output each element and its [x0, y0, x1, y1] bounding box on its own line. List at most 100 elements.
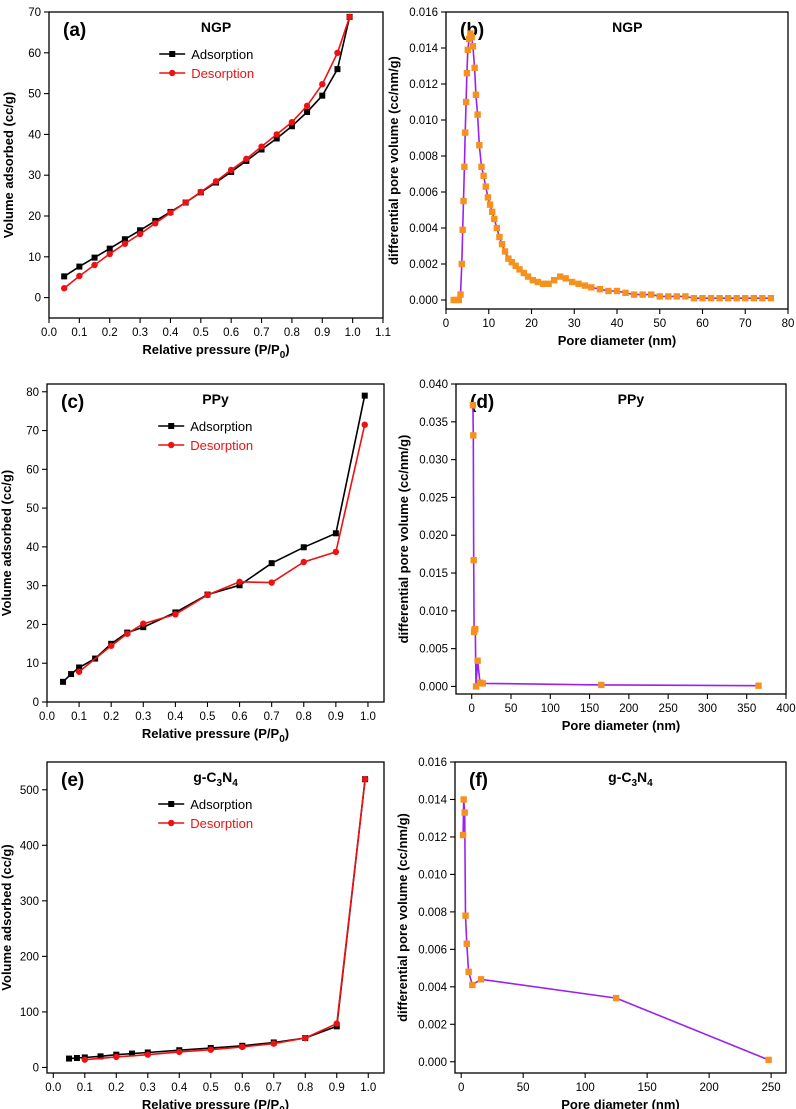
x-tick-label: 400	[776, 703, 795, 715]
x-tick-label: 0.4	[162, 327, 179, 339]
y-tick-label: 300	[20, 896, 39, 908]
psd-data-point	[716, 295, 723, 302]
y-tick-label: 0.000	[418, 1057, 447, 1069]
psd-series-line	[472, 405, 759, 687]
desorption-data-point	[124, 630, 131, 637]
psd-data-point	[469, 981, 476, 989]
x-tick-label: 1.0	[360, 1082, 376, 1094]
desorption-data-point	[140, 620, 147, 627]
x-tick-label: 0.1	[77, 1082, 93, 1094]
x-axis-title-main: Relative pressure (P/P	[142, 1097, 280, 1109]
y-tick-label: 200	[20, 951, 39, 963]
x-tick-label: 0.0	[45, 1082, 61, 1094]
x-tick-label: 0.4	[167, 711, 184, 723]
y-tick-label: 0.012	[418, 832, 447, 844]
psd-data-point	[673, 293, 681, 300]
plot-frame	[454, 761, 787, 1074]
x-tick-label: 0.0	[41, 327, 57, 339]
desorption-data-point	[207, 1046, 214, 1053]
plot-frame	[46, 383, 385, 703]
desorption-data-point	[288, 118, 296, 126]
psd-data-point	[581, 282, 589, 289]
y-tick-label: 0.016	[409, 7, 438, 19]
psd-data-point	[733, 295, 740, 302]
psd-data-point	[479, 680, 486, 687]
legend-marker	[168, 801, 175, 807]
y-tick-label: 0.004	[418, 982, 447, 994]
x-tick-label: 0.2	[103, 711, 119, 723]
psd-data-point	[460, 197, 467, 205]
adsorption-data-point	[61, 273, 68, 280]
y-tick-label: 60	[26, 464, 39, 476]
x-tick-label: 1.0	[345, 327, 361, 339]
psd-data-point	[520, 269, 528, 277]
y-tick-label: 400	[20, 840, 39, 852]
legend-marker	[168, 441, 175, 449]
desorption-data-point	[236, 578, 243, 585]
psd-data-point	[534, 278, 542, 286]
psd-data-point	[501, 248, 509, 255]
legend: Adsorption Desorption	[159, 47, 254, 81]
desorption-data-point	[273, 131, 280, 138]
y-tick-label: 70	[28, 7, 41, 19]
x-tick-label: 50	[505, 703, 518, 715]
y-tick-label: 0.010	[419, 606, 448, 618]
y-tick-label: 0.002	[418, 1019, 447, 1031]
y-tick-label: 20	[26, 619, 39, 631]
plot-frame	[46, 761, 385, 1074]
psd-data-point	[462, 98, 470, 106]
adsorption-data-point	[121, 236, 128, 243]
y-tick-label: 30	[26, 581, 39, 593]
psd-data-point	[539, 280, 547, 287]
x-tick-label: 0.7	[264, 711, 280, 723]
psd-data-point	[759, 295, 766, 302]
desorption-data-point	[239, 1043, 246, 1051]
y-tick-label: 0	[35, 293, 41, 305]
x-tick-label: 0.9	[314, 327, 330, 339]
desorption-data-point	[182, 199, 189, 206]
x-axis-title-end: )	[285, 342, 289, 357]
panel-letter: (a)	[63, 20, 86, 41]
x-axis-title: Relative pressure (P/P0)	[142, 342, 289, 361]
x-axis-title-main: Relative pressure (P/P	[142, 726, 280, 741]
x-tick-label: 0.1	[71, 711, 87, 723]
y-tick-label: 40	[26, 542, 39, 554]
adsorption-data-point	[106, 245, 113, 252]
y-tick-label: 500	[20, 785, 39, 797]
desorption-data-point	[334, 49, 341, 56]
x-tick-label: 300	[698, 703, 717, 715]
desorption-data-point	[106, 250, 113, 258]
desorption-data-point	[268, 579, 275, 586]
x-axis-title-end: )	[285, 1097, 289, 1109]
legend-label: Adsorption	[190, 797, 252, 812]
psd-data-point	[476, 142, 483, 149]
x-tick-label: 100	[541, 703, 560, 715]
y-tick-label: 0	[33, 1062, 39, 1074]
psd-data-point	[556, 273, 564, 280]
y-tick-label: 0.010	[418, 869, 447, 881]
desorption-data-point	[144, 1051, 151, 1058]
x-tick-label: 1.1	[375, 327, 391, 339]
psd-data-point	[512, 262, 519, 269]
x-axis-title-subscript: 0	[279, 1105, 285, 1109]
panel-c: 0.0 0.1 0.2 0.3 0.4 0.5 0.6 0.7 0.8 0.9 1.0 0 10 20 30…	[0, 383, 385, 745]
psd-data-point	[630, 291, 638, 298]
desorption-data-point	[121, 240, 129, 247]
x-tick-label: 200	[700, 1082, 719, 1094]
psd-data-point	[605, 287, 612, 295]
psd-data-point	[613, 287, 621, 295]
adsorption-data-point	[68, 671, 75, 678]
panel-letter: (c)	[61, 392, 84, 413]
psd-data-point	[550, 277, 558, 284]
psd-data-point	[470, 556, 477, 564]
psd-data-point	[478, 163, 485, 170]
x-tick-label: 0.1	[71, 327, 87, 339]
panel-title: g-C3N4	[608, 769, 653, 789]
psd-data-point	[469, 43, 477, 50]
psd-data-point	[472, 683, 480, 690]
x-tick-label: 0.2	[102, 327, 118, 339]
y-tick-label: 0.002	[409, 259, 438, 271]
legend: Adsorption Desorption	[158, 419, 253, 453]
x-tick-label: 50	[653, 318, 666, 330]
